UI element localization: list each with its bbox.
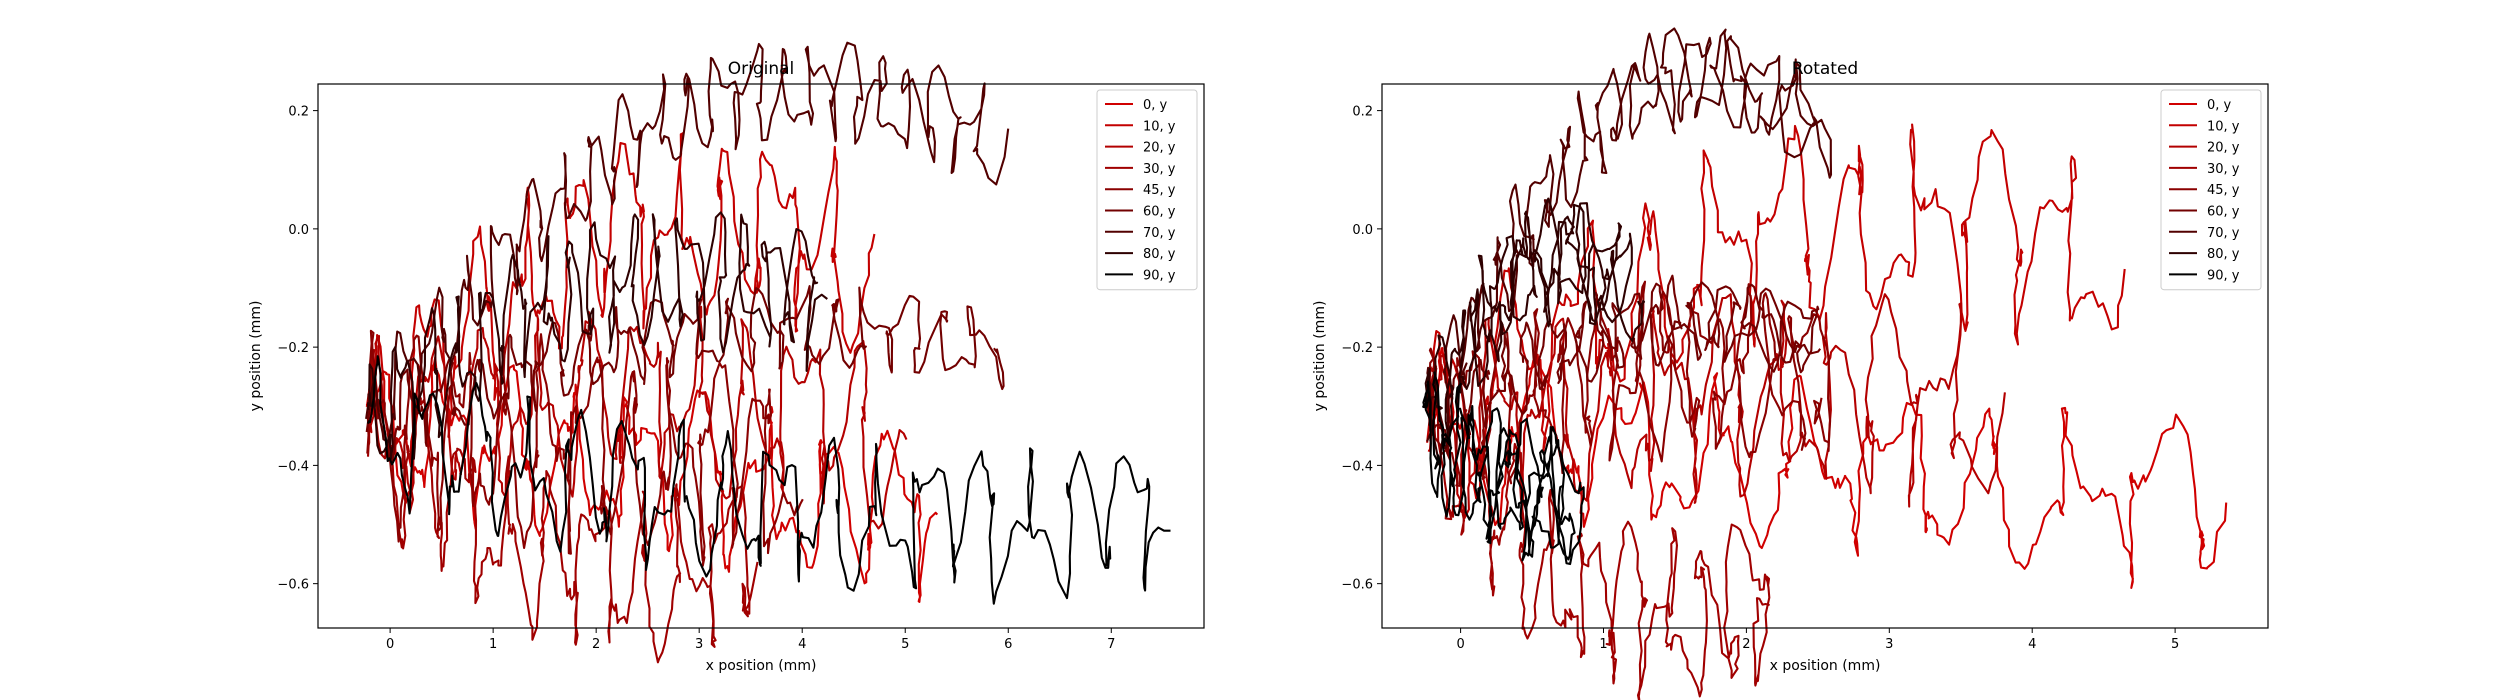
series-line	[366, 348, 759, 664]
y-tick-label: −0.4	[277, 459, 309, 474]
legend-entry: 0, y	[1143, 98, 1168, 113]
chart-title: Original	[728, 59, 795, 79]
legend-entry: 70, y	[1143, 226, 1176, 241]
legend: 0, y 10, y 20, y 30, y 45, y 60, y 70, y 80, y 9…	[1096, 89, 1198, 291]
legend-entry: 45, y	[2207, 183, 2240, 198]
y-tick-label: −0.2	[1341, 341, 1373, 356]
series-line	[1426, 274, 1822, 461]
series-line	[365, 356, 939, 603]
plot-frame	[1381, 83, 2269, 629]
legend-box	[1096, 89, 1198, 291]
x-axis-label: x position (mm)	[706, 658, 817, 674]
y-tick-label: −0.6	[277, 578, 309, 593]
chart-title: Rotated	[1792, 59, 1858, 79]
y-tick-label: −0.6	[1341, 578, 1373, 593]
x-tick-label: 2	[592, 637, 600, 652]
series-line	[1425, 27, 1833, 450]
x-tick-label: 7	[1107, 637, 1115, 652]
series-line	[365, 41, 1010, 443]
plot-frame	[317, 83, 1205, 629]
series-line	[1426, 367, 1771, 700]
series-line	[365, 285, 1005, 462]
y-axis-label: y position (mm)	[248, 301, 264, 412]
legend-box	[2160, 89, 2262, 291]
x-tick-label: 3	[1885, 637, 1893, 652]
series-line	[1427, 293, 2006, 523]
legend-entry: 10, y	[2207, 119, 2240, 134]
legend-entry: 80, y	[2207, 247, 2240, 262]
y-axis-label: y position (mm)	[1312, 301, 1328, 412]
x-tick-label: 5	[901, 637, 909, 652]
x-tick-label: 2	[1742, 637, 1750, 652]
legend-entry: 10, y	[1143, 119, 1176, 134]
y-tick-label: 0.2	[288, 105, 309, 120]
legend-entry: 90, y	[1143, 268, 1176, 283]
legend-entry: 20, y	[2207, 141, 2240, 156]
series-line	[366, 329, 804, 567]
series-line	[1424, 197, 1646, 466]
series-line	[366, 355, 1171, 605]
series-line	[367, 305, 908, 530]
chart-rotated: 0 1 2 3 4 5 0.2 0.0 −0.2 −0.4 −0.6 Rotated x posit…	[1312, 27, 2269, 700]
y-tick-label: −0.4	[1341, 459, 1373, 474]
y-tick-label: −0.2	[277, 341, 309, 356]
x-tick-label: 4	[2028, 637, 2036, 652]
legend: 0, y 10, y 20, y 30, y 45, y 60, y 70, y 80, y 9…	[2160, 89, 2262, 291]
legend-entry: 80, y	[1143, 247, 1176, 262]
legend-entry: 45, y	[1143, 183, 1176, 198]
y-tick-label: 0.0	[1352, 223, 1373, 238]
x-axis-label: x position (mm)	[1770, 658, 1881, 674]
legend-entry: 60, y	[1143, 205, 1176, 220]
legend-entry: 70, y	[2207, 226, 2240, 241]
x-tick-label: 4	[798, 637, 806, 652]
series-line	[1426, 280, 1832, 487]
chart-original: 0 1 2 3 4 5 6 7 0.2 0.0 −0.2 −0.4 −0.6 Original x po…	[248, 41, 1205, 674]
x-tick-label: 1	[1599, 637, 1607, 652]
legend-entry: 30, y	[1143, 162, 1176, 177]
x-tick-label: 0	[386, 637, 394, 652]
series-line	[1422, 371, 1585, 566]
y-tick-label: 0.2	[1352, 105, 1373, 120]
x-tick-label: 5	[2171, 637, 2179, 652]
legend-entry: 60, y	[2207, 205, 2240, 220]
x-tick-label: 0	[1456, 637, 1464, 652]
legend-entry: 20, y	[1143, 141, 1176, 156]
x-tick-label: 3	[695, 637, 703, 652]
legend-entry: 90, y	[2207, 268, 2240, 283]
legend-entry: 0, y	[2207, 98, 2232, 113]
x-tick-label: 1	[489, 637, 497, 652]
x-tick-label: 6	[1004, 637, 1012, 652]
y-tick-label: 0.0	[288, 223, 309, 238]
legend-entry: 30, y	[2207, 162, 2240, 177]
